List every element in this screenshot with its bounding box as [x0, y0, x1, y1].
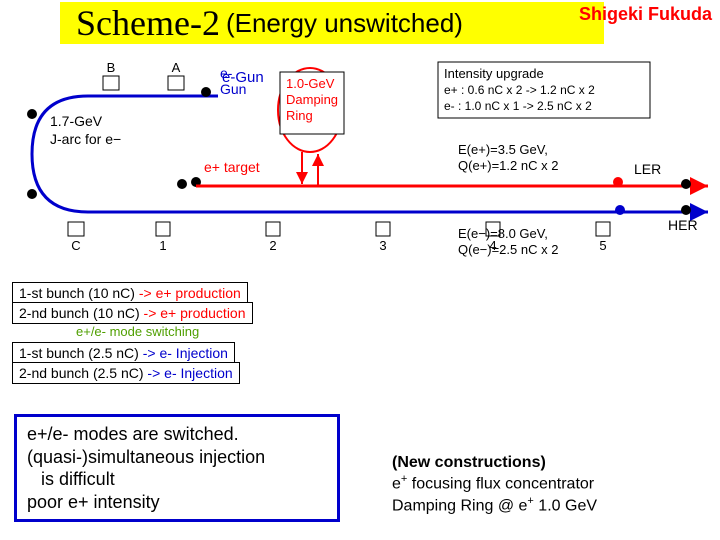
mode-switch-label: e+/e- mode switching: [76, 324, 199, 339]
egun-minus: e-: [220, 65, 233, 81]
svg-text:3: 3: [379, 238, 386, 253]
switch-row-2: 2-nd bunch (10 nC) -> e+ production: [12, 302, 253, 324]
svg-text:Ring: Ring: [286, 108, 313, 123]
ler-block: E(e+)=3.5 GeV, Q(e+)=1.2 nC x 2 LER: [458, 142, 691, 189]
note1-line2: (quasi-)simultaneous injection: [27, 446, 327, 469]
eplus-target: e+ target: [191, 159, 260, 187]
svg-text:Damping: Damping: [286, 92, 338, 107]
svg-text:1.0-GeV: 1.0-GeV: [286, 76, 335, 91]
note1-line1: e+/e- modes are switched.: [27, 423, 327, 446]
jarc-text: 1.7-GeV J-arc for e−: [50, 113, 121, 147]
svg-text:e+ target: e+ target: [204, 159, 260, 175]
svg-text:e+ : 0.6 nC x 2 -> 1.2 nC x 2: e+ : 0.6 nC x 2 -> 1.2 nC x 2: [444, 83, 595, 97]
switch-row-1: 1-st bunch (10 nC) -> e+ production: [12, 282, 248, 304]
note2-line2: Damping Ring @ e+ 1.0 GeV: [392, 495, 692, 516]
jarc-label-b: B: [107, 60, 116, 75]
note1-line4: poor e+ intensity: [27, 491, 327, 514]
note-box-2: (New constructions) e+ focusing flux con…: [382, 447, 702, 522]
title-bar: Scheme-2 (Energy unswitched): [60, 2, 604, 44]
damping-ring: 1.0-GeV Damping Ring: [278, 68, 344, 186]
svg-text:E(e+)=3.5 GeV,: E(e+)=3.5 GeV,: [458, 142, 548, 157]
svg-text:E(e−)=8.0 GeV,: E(e−)=8.0 GeV,: [458, 226, 548, 241]
author-label: Shigeki Fukuda: [579, 4, 712, 25]
note2-line1: e+ focusing flux concentrator: [392, 473, 692, 494]
svg-text:J-arc for e−: J-arc for e−: [50, 131, 121, 147]
svg-text:1: 1: [159, 238, 166, 253]
note1-line3: is difficult: [27, 468, 327, 491]
title-main: Scheme-2: [76, 2, 220, 44]
svg-text:C: C: [71, 238, 80, 253]
note-box-1: e+/e- modes are switched. (quasi-)simult…: [14, 414, 340, 522]
svg-text:LER: LER: [634, 161, 661, 177]
switch-row-3: 1-st bunch (2.5 nC) -> e- Injection: [12, 342, 235, 364]
egun-word: Gun: [220, 81, 246, 97]
svg-text:1.7-GeV: 1.7-GeV: [50, 113, 103, 129]
title-sub: (Energy unswitched): [226, 8, 463, 39]
intensity-box: Intensity upgrade e+ : 0.6 nC x 2 -> 1.2…: [438, 62, 650, 118]
svg-text:Q(e+)=1.2 nC x 2: Q(e+)=1.2 nC x 2: [458, 158, 558, 173]
note2-title: (New constructions): [392, 453, 692, 473]
svg-text:2: 2: [269, 238, 276, 253]
svg-text:Intensity upgrade: Intensity upgrade: [444, 66, 544, 81]
svg-text:Q(e−)=2.5 nC x 2: Q(e−)=2.5 nC x 2: [458, 242, 558, 257]
switch-row-4: 2-nd bunch (2.5 nC) -> e- Injection: [12, 362, 240, 384]
jarc-label-a: A: [172, 60, 181, 75]
svg-text:4: 4: [489, 238, 496, 253]
svg-text:5: 5: [599, 238, 606, 253]
svg-text:e- : 1.0 nC x 1 -> 2.5 nC x 2: e- : 1.0 nC x 1 -> 2.5 nC x 2: [444, 99, 592, 113]
svg-text:HER: HER: [668, 217, 698, 233]
